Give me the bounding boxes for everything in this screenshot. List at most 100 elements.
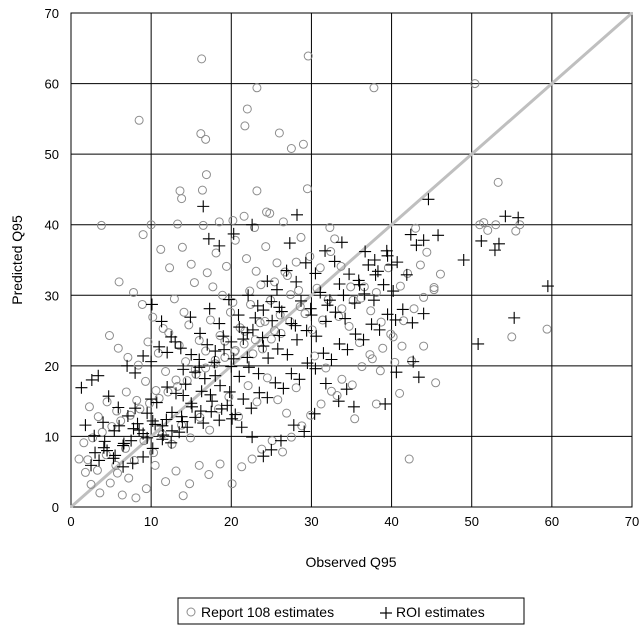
- report-108-point: [298, 139, 308, 149]
- report-108-point: [88, 433, 98, 443]
- report-108-point: [266, 334, 276, 344]
- roi-point: [214, 379, 227, 392]
- roi-point: [223, 385, 236, 398]
- roi-point: [156, 419, 169, 432]
- roi-point: [204, 388, 217, 401]
- report-108-point: [194, 460, 204, 470]
- report-108-point: [215, 331, 225, 341]
- report-108-point: [262, 373, 272, 383]
- y-tick-label: 50: [45, 147, 59, 162]
- report-108-point: [252, 186, 262, 196]
- report-108-point: [104, 331, 114, 341]
- roi-point: [314, 286, 327, 299]
- report-108-point: [113, 343, 123, 353]
- roi-point: [125, 434, 138, 447]
- roi-point: [249, 311, 262, 324]
- report-108-point: [134, 115, 144, 125]
- roi-point: [309, 362, 322, 375]
- roi-point: [387, 285, 400, 298]
- roi-point: [343, 268, 356, 281]
- report-108-point: [247, 454, 257, 464]
- roi-point: [508, 311, 521, 324]
- report-108-point: [323, 295, 333, 305]
- report-108-point: [493, 177, 503, 187]
- roi-point: [274, 434, 287, 447]
- roi-point: [198, 372, 211, 385]
- report-108-point: [80, 467, 90, 477]
- report-108-point: [102, 397, 112, 407]
- roi-point: [285, 367, 298, 380]
- report-108-point: [470, 79, 480, 89]
- report-108-point: [388, 332, 398, 342]
- report-108-point: [399, 316, 409, 326]
- report-108-point: [184, 320, 194, 330]
- report-108-point: [270, 277, 280, 287]
- roi-point: [127, 422, 140, 435]
- roi-point: [79, 419, 92, 432]
- roi-point: [381, 308, 394, 321]
- roi-point: [218, 343, 231, 356]
- report-108-point: [220, 336, 230, 346]
- report-108-point: [337, 374, 347, 384]
- report-108-point: [261, 242, 271, 252]
- roi-point: [277, 382, 290, 395]
- roi-point: [75, 381, 88, 394]
- report-108-point: [228, 215, 238, 225]
- report-108-point: [220, 352, 230, 362]
- roi-point: [280, 264, 293, 277]
- report-108-point: [316, 399, 326, 409]
- roi-point: [175, 410, 188, 423]
- roi-point: [339, 312, 352, 325]
- report-108-point: [177, 242, 187, 252]
- roi-point: [373, 323, 386, 336]
- report-108-point: [491, 220, 501, 230]
- roi-point: [319, 315, 332, 328]
- roi-point: [273, 301, 286, 314]
- report-108-point: [251, 266, 261, 276]
- report-108-point: [92, 465, 102, 475]
- report-108-point: [303, 51, 313, 61]
- report-108-point: [431, 378, 441, 388]
- report-108-point: [202, 268, 212, 278]
- roi-point: [347, 400, 360, 413]
- roi-point: [174, 342, 187, 355]
- report-108-point: [237, 462, 247, 472]
- roi-point: [265, 443, 278, 456]
- report-108-point: [221, 261, 231, 271]
- roi-point: [412, 371, 425, 384]
- roi-point: [358, 287, 371, 300]
- report-108-point: [286, 143, 296, 153]
- report-108-point: [272, 258, 282, 268]
- roi-point: [189, 411, 202, 424]
- report-108-point: [390, 357, 400, 367]
- roi-point: [299, 256, 312, 269]
- report-108-point: [305, 251, 315, 261]
- roi-point: [227, 227, 240, 240]
- x-tick-label: 70: [625, 514, 639, 529]
- reference-line: [70, 11, 633, 509]
- report-108-point: [357, 362, 367, 372]
- report-108-point: [307, 325, 317, 335]
- report-108-point: [332, 390, 342, 400]
- report-108-point: [246, 299, 256, 309]
- report-108-point: [131, 493, 141, 503]
- legend: Report 108 estimates ROI estimates: [177, 597, 525, 625]
- report-108-point: [201, 170, 211, 180]
- report-108-point: [79, 438, 89, 448]
- report-108-point: [215, 459, 225, 469]
- report-108-point: [197, 185, 207, 195]
- roi-point: [333, 337, 346, 350]
- roi-point: [246, 431, 259, 444]
- report-108-point: [266, 295, 276, 305]
- roi-point: [117, 460, 130, 473]
- report-108-point: [302, 184, 312, 194]
- roi-point: [475, 234, 488, 247]
- report-108-point: [330, 234, 340, 244]
- report-108-point: [411, 223, 421, 233]
- x-tick-labels: 0 10 20 30 40 50 60 70: [67, 514, 639, 529]
- roi-point: [237, 333, 250, 346]
- x-tick-label: 0: [67, 514, 74, 529]
- roi-point: [333, 277, 346, 290]
- roi-point: [381, 249, 394, 262]
- roi-point: [512, 211, 525, 224]
